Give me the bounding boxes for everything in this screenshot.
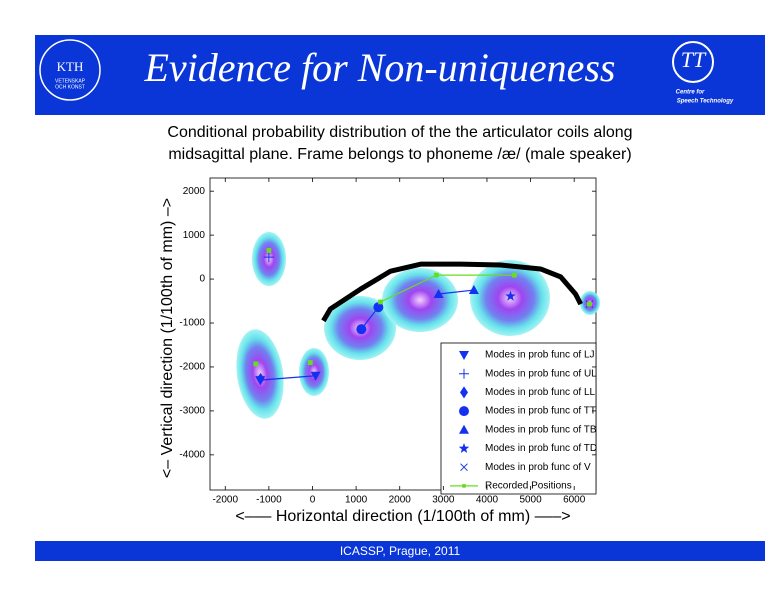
tt-logo	[672, 41, 714, 83]
legend-label: Modes in prob func of TT	[485, 406, 596, 417]
kth-logo	[39, 39, 101, 101]
x-axis-label: <––– Horizontal direction (1/100th of mm…	[235, 508, 570, 525]
marker	[378, 299, 383, 305]
y-tick-label: 0	[199, 274, 205, 285]
y-axis-label: <– Vertical direction (1/100th of mm) –>	[159, 198, 176, 478]
marker	[266, 248, 272, 253]
legend-marker	[460, 463, 468, 472]
y-tick-label: -1000	[179, 318, 205, 329]
x-tick-label: -2000	[212, 495, 238, 506]
x-tick-label: -1000	[256, 495, 282, 506]
legend-marker	[459, 368, 469, 379]
y-tick-label: -3000	[179, 406, 205, 417]
caption: midsagittal plane. Frame belongs to phon…	[168, 146, 631, 163]
x-tick-label: 1000	[345, 495, 368, 506]
caption: Conditional probability distribution of …	[167, 124, 632, 141]
legend-marker	[459, 406, 469, 417]
marker	[256, 372, 265, 385]
legend-marker	[459, 424, 469, 434]
logo-text: Speech Technology	[677, 99, 734, 105]
x-tick-label: 0	[310, 495, 316, 506]
marker	[433, 289, 444, 299]
legend-marker	[462, 484, 466, 488]
marker	[373, 302, 384, 313]
y-tick-label: 2000	[183, 186, 206, 197]
legend-marker	[459, 351, 469, 360]
logo-text: KTH	[57, 59, 84, 74]
contour-line	[321, 261, 583, 323]
series-line	[260, 375, 316, 381]
x-tick-label: 5000	[519, 495, 542, 506]
legend-label: Modes in prob func of LJ	[485, 350, 595, 361]
legend-label: Modes in prob func of UL	[485, 368, 597, 379]
x-tick-label: 4000	[476, 495, 499, 506]
series-line	[438, 289, 474, 295]
marker	[505, 290, 516, 301]
y-tick-label: 1000	[183, 230, 206, 241]
marker	[356, 324, 367, 335]
legend-label: Recorded Positions	[485, 481, 572, 492]
marker	[253, 361, 259, 367]
y-tick-label: -4000	[179, 449, 205, 460]
legend-marker	[460, 386, 468, 399]
marker	[263, 252, 274, 263]
marker	[468, 285, 479, 295]
legend-label: Modes in prob func of V	[485, 462, 591, 473]
slide-title: Evidence for Non-uniqueness	[144, 45, 616, 90]
x-tick-label: 3000	[432, 495, 455, 506]
x-tick-label: 6000	[563, 495, 586, 506]
tt-logo-mark: TT	[681, 47, 707, 72]
legend-marker	[458, 443, 470, 453]
marker	[307, 360, 313, 365]
y-tick-label: -2000	[179, 362, 205, 373]
logo-text: Centre for	[676, 90, 705, 96]
legend-label: Modes in prob func of LL	[485, 387, 596, 398]
marker	[587, 301, 592, 307]
legend	[440, 342, 597, 495]
logo-text: VETENSKAP	[55, 78, 86, 84]
x-tick-label: 2000	[389, 495, 412, 506]
banner	[35, 35, 765, 115]
footer-bar	[35, 541, 765, 561]
marker	[310, 371, 321, 381]
legend-label: Modes in prob func of TB	[485, 424, 597, 435]
marker	[512, 272, 517, 278]
logo-text: OCH KONST	[55, 84, 85, 90]
footer: ICASSP, Prague, 2011	[340, 544, 461, 558]
marker	[433, 272, 439, 278]
legend-label: Modes in prob func of TD	[485, 443, 597, 454]
